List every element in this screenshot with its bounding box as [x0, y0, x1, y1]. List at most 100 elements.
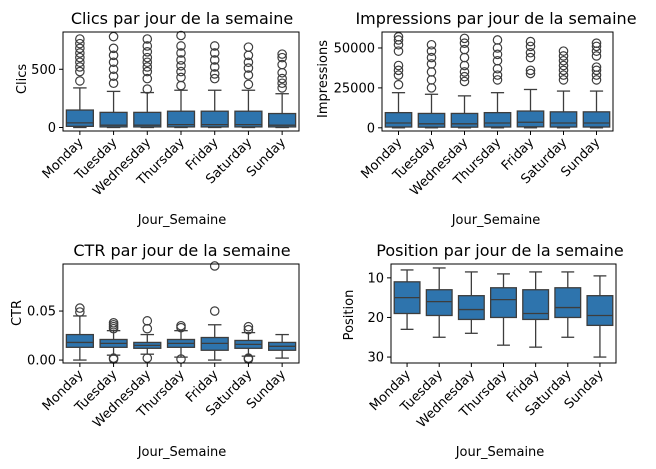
subplot-title: Impressions par jour de la semaine [355, 9, 636, 28]
box-iqr [65, 333, 94, 348]
outlier-point [558, 65, 569, 76]
y-axis-label: Position [342, 290, 357, 341]
y-tick-label: 30 [367, 351, 384, 366]
box-iqr [417, 112, 446, 128]
outlier-point [108, 78, 119, 89]
outlier-point [108, 318, 119, 328]
outlier-point [492, 55, 503, 66]
outlier-point [176, 55, 186, 65]
outlier-point [75, 62, 85, 72]
outlier-point [209, 306, 220, 316]
outlier-point [75, 303, 85, 313]
box-iqr [99, 111, 128, 128]
outlier-point [558, 51, 569, 61]
axes-frame [390, 263, 617, 364]
axes-frame [62, 31, 300, 132]
box-iqr [549, 111, 578, 128]
outlier-point [459, 67, 470, 77]
outlier-point [142, 57, 153, 68]
box-iqr [483, 111, 512, 128]
outlier-point [209, 41, 220, 51]
outlier-point [209, 48, 220, 58]
box-iqr [582, 111, 611, 128]
outlier-point [426, 46, 437, 56]
axes-frame [381, 31, 614, 132]
y-tick-label: 20 [367, 311, 384, 326]
outlier-point [142, 41, 153, 51]
outlier-point [142, 316, 153, 326]
outlier-point [277, 78, 287, 89]
outlier-point [393, 79, 404, 90]
outlier-point [591, 75, 602, 85]
outlier-point [142, 73, 153, 84]
outlier-point [75, 76, 85, 86]
x-axis-label: Jour_Semaine [455, 445, 545, 460]
outlier-point [176, 48, 186, 58]
outlier-point [209, 55, 220, 65]
box-iqr [554, 287, 582, 319]
outlier-point [142, 84, 153, 94]
outlier-point [525, 47, 536, 58]
outlier-point [459, 38, 470, 48]
subplot-title: Clics par jour de la semaine [71, 9, 293, 28]
outlier-point [142, 66, 153, 77]
outlier-point [142, 62, 153, 72]
outlier-point [209, 69, 220, 79]
outlier-point [209, 62, 220, 72]
outlier-point [243, 57, 254, 68]
box-iqr [489, 287, 518, 319]
outlier-point [243, 79, 254, 90]
box-iqr [65, 109, 94, 127]
outlier-point [277, 49, 287, 59]
outlier-point [525, 41, 536, 52]
box-iqr [166, 110, 196, 128]
x-axis-label: Jour_Semaine [137, 213, 227, 228]
box-iqr [586, 295, 614, 327]
outlier-point [176, 320, 186, 331]
y-axis-label: CTR [10, 300, 25, 326]
outlier-point [108, 43, 119, 54]
outlier-point [277, 52, 287, 63]
outlier-point [459, 71, 470, 82]
y-axis-label: Impressions [316, 40, 331, 118]
box-iqr [516, 110, 545, 128]
outlier-point [142, 34, 153, 44]
outlier-point [108, 57, 119, 68]
outlier-point [492, 70, 503, 80]
y-tick-label: 0 [48, 121, 56, 136]
outlier-point [75, 43, 85, 54]
outlier-point [142, 353, 153, 363]
outlier-point [108, 50, 119, 61]
outlier-point [393, 60, 404, 71]
outlier-point [75, 307, 85, 317]
outlier-point [393, 70, 404, 80]
outlier-point [243, 321, 254, 332]
axes-frame [62, 263, 300, 364]
y-tick-label: 0.00 [27, 354, 56, 369]
outlier-point [492, 75, 503, 85]
outlier-point [176, 72, 186, 83]
outlier-point [426, 52, 437, 63]
y-axis-label: Clics [15, 64, 30, 94]
outlier-point [75, 48, 85, 58]
outlier-point [142, 46, 153, 57]
outlier-point [591, 62, 602, 72]
outlier-point [277, 73, 287, 84]
outlier-point [75, 66, 85, 77]
outlier-point [243, 42, 254, 52]
outlier-point [277, 59, 287, 70]
outlier-point [525, 52, 536, 63]
outlier-point [176, 66, 186, 77]
box-iqr [133, 111, 162, 128]
outlier-point [558, 60, 569, 71]
outlier-point [393, 35, 404, 45]
outlier-point [591, 51, 602, 61]
y-tick-label: 10 [367, 271, 384, 286]
outlier-point [243, 70, 254, 80]
outlier-point [558, 55, 569, 66]
outlier-point [558, 75, 569, 85]
outlier-point [492, 49, 503, 60]
box-iqr [522, 289, 550, 321]
outlier-point [176, 30, 186, 41]
